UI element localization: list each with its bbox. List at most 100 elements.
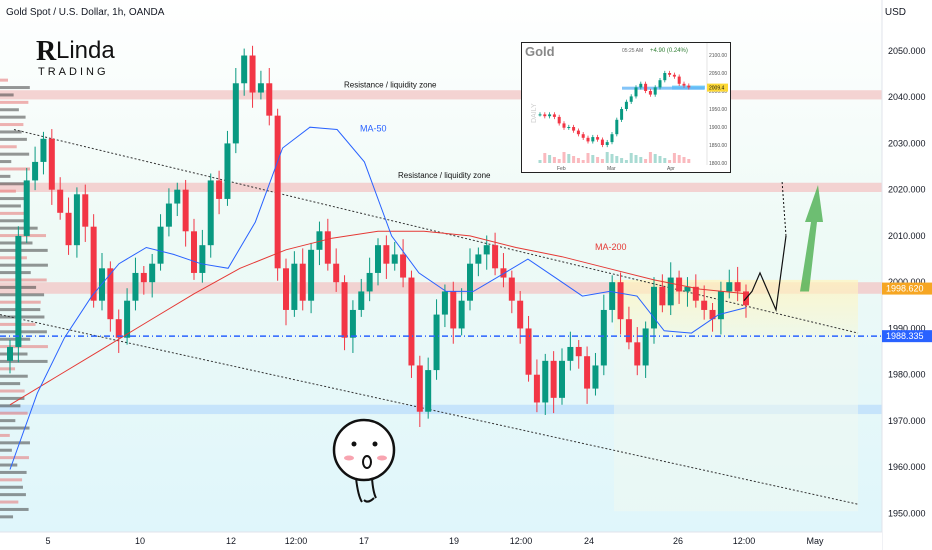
- inset-candle: [639, 83, 643, 88]
- volume-bar: [0, 130, 22, 134]
- inset-candle: [562, 123, 566, 128]
- inset-volume: [629, 153, 633, 163]
- linda-trading-logo: R Linda TRADING: [36, 34, 131, 80]
- ma-50-line: [9, 126, 747, 470]
- candle-body: [684, 286, 691, 292]
- daily-inset-chart: Gold 05:25 AM +4.90 (0.24%) DAILY 2100.0…: [521, 42, 731, 173]
- x-tick-label: 12:00: [733, 536, 756, 546]
- inset-volume: [586, 153, 590, 163]
- candle-body: [366, 272, 373, 292]
- currency-label: USD: [884, 7, 906, 18]
- inset-volume: [682, 157, 686, 163]
- volume-bar: [0, 174, 11, 178]
- volume-bar: [0, 507, 29, 511]
- resistance-zone: [0, 182, 882, 192]
- candle-body: [433, 314, 440, 371]
- candle-body: [659, 286, 666, 306]
- candle-body: [191, 231, 197, 273]
- inset-time: 05:25 AM: [622, 48, 643, 54]
- inset-volume: [596, 157, 600, 163]
- inset-candle: [663, 73, 667, 81]
- inset-candle: [581, 134, 585, 138]
- inset-candle: [605, 142, 609, 145]
- y-axis[interactable]: 1950.000 1960.000 1970.000 1980.000 1990.000…: [881, 0, 932, 550]
- candle-body: [550, 360, 557, 398]
- volume-bar: [0, 167, 30, 171]
- volume-bar: [0, 500, 19, 504]
- inset-zone-line: [622, 86, 704, 90]
- inset-candle: [548, 114, 552, 117]
- inset-candle: [668, 73, 672, 75]
- projection-dotted: [781, 180, 787, 236]
- candle-body: [115, 319, 122, 338]
- inset-volume: [677, 155, 681, 163]
- inset-volume: [557, 159, 561, 163]
- candle-body: [90, 226, 97, 301]
- candle-body: [241, 55, 248, 84]
- inset-volume: [576, 158, 580, 163]
- candle-body: [358, 291, 365, 310]
- support-zone: [0, 404, 882, 415]
- y-axis-bg: [882, 0, 932, 550]
- candle-body: [65, 212, 72, 246]
- candle-body: [375, 245, 381, 273]
- volume-bar: [0, 219, 26, 223]
- candle-body: [383, 245, 390, 264]
- y-tick-label: 1960.000: [888, 462, 926, 472]
- inset-volume: [567, 154, 571, 163]
- candle-body: [458, 300, 465, 329]
- y-tick-label: 2020.000: [888, 185, 926, 195]
- x-tick-label: 17: [359, 536, 369, 546]
- inset-volume: [648, 152, 652, 163]
- x-axis[interactable]: 5 10 12 12:00 17 19 12:00 24 26 12:00 May: [0, 531, 882, 550]
- volume-bar: [0, 396, 25, 400]
- inset-candle: [543, 114, 547, 117]
- candle-body: [617, 282, 624, 320]
- volume-bar: [0, 100, 29, 104]
- volume-bar: [0, 137, 27, 141]
- volume-bar: [0, 359, 48, 363]
- inset-svg: Gold 05:25 AM +4.90 (0.24%) DAILY 2100.0…: [525, 43, 728, 172]
- candle-body: [651, 286, 657, 329]
- ma-200-line: [9, 230, 747, 406]
- candle-body: [533, 374, 540, 403]
- candle-body: [634, 342, 641, 366]
- volume-bar: [0, 352, 28, 356]
- volume-bar: [0, 337, 31, 341]
- candle-body: [441, 291, 448, 315]
- inset-volume: [615, 156, 619, 163]
- candle-body: [450, 291, 457, 329]
- inset-volume: [644, 159, 648, 163]
- inset-volume: [562, 152, 566, 163]
- volume-bar: [0, 493, 26, 497]
- inset-candle: [552, 114, 556, 117]
- candle-body: [124, 300, 131, 338]
- volume-bar: [0, 382, 21, 386]
- volume-bar: [0, 160, 12, 164]
- inset-candle: [687, 85, 691, 88]
- logo-sub-text: TRADING: [38, 66, 109, 78]
- inset-candle: [653, 87, 657, 95]
- y-tick-label: 1970.000: [888, 416, 926, 426]
- candle-body: [149, 263, 156, 283]
- candle-body: [592, 365, 599, 389]
- candle-body: [609, 282, 616, 310]
- volume-bar: [0, 145, 17, 149]
- candle-body: [57, 189, 64, 213]
- candle-body: [734, 282, 741, 292]
- inset-side-label: DAILY: [531, 103, 538, 123]
- candle-body: [584, 356, 591, 389]
- candle-body: [525, 328, 532, 375]
- volume-bar: [0, 419, 16, 423]
- inset-candle: [572, 127, 576, 131]
- volume-bar: [0, 211, 25, 215]
- candle-body: [726, 282, 733, 292]
- overlay-layer: Resistance / liquidity zone Resistance / …: [0, 81, 882, 337]
- inset-candle: [634, 87, 638, 97]
- candle-body: [567, 346, 574, 361]
- candle-body: [73, 194, 80, 246]
- candle-body: [48, 138, 55, 190]
- candle-body: [391, 254, 398, 264]
